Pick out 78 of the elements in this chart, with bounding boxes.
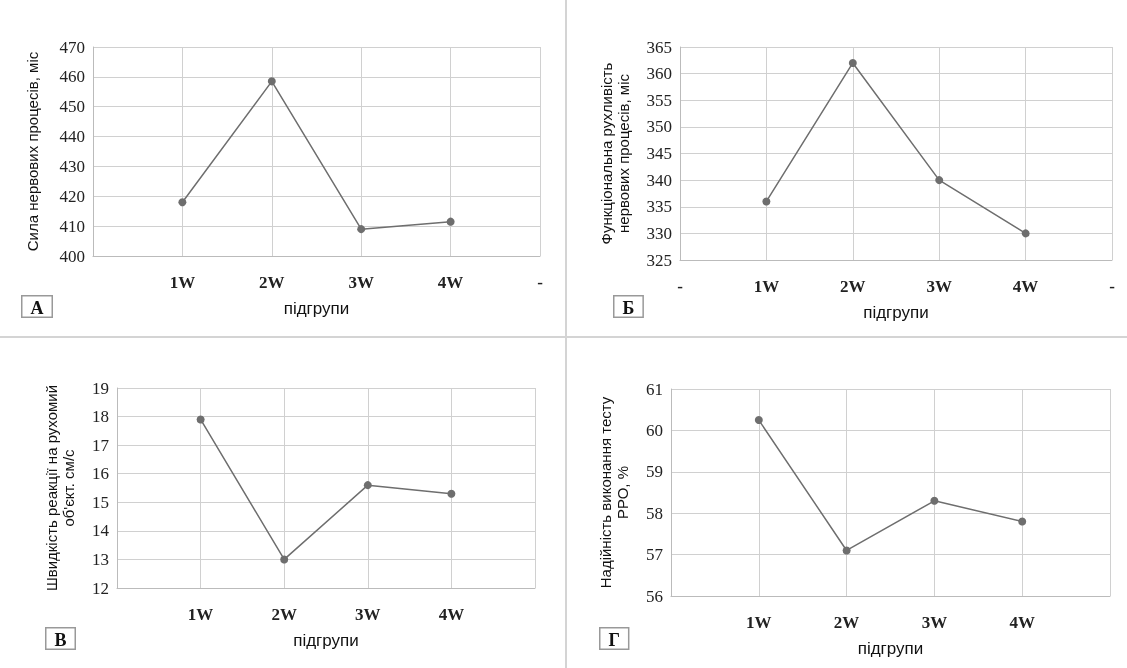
- y-axis-title: Функціональна рухливість нервових процесів, міс: [598, 62, 632, 245]
- point: [357, 225, 366, 234]
- x-tick-label: 3W: [355, 605, 381, 624]
- point: [848, 58, 857, 67]
- x-tick-label: 4W: [438, 605, 465, 624]
- y-tick-label: 350: [646, 117, 672, 137]
- x-tick-label: 1W: [187, 605, 214, 624]
- y-tick-label: 345: [646, 144, 672, 163]
- x-tick-label: -: [1109, 277, 1116, 296]
- text: Б: [622, 297, 635, 318]
- y-tick-label: 420: [59, 186, 85, 206]
- point: [446, 217, 455, 226]
- point: [363, 481, 372, 490]
- y-tick-label: 355: [646, 90, 672, 110]
- point: [930, 496, 939, 505]
- x-tick-label: -: [537, 273, 544, 292]
- y-tick-label: 470: [59, 37, 85, 57]
- y-tick-label: 460: [59, 67, 85, 87]
- point: [280, 555, 289, 564]
- y-tick-label: 14: [92, 521, 110, 541]
- x-axis-title: підгрупи: [293, 631, 359, 650]
- y-tick-label: 410: [59, 216, 85, 236]
- x-tick-label: 3W: [921, 613, 948, 632]
- y-tick-label: 365: [646, 37, 672, 57]
- y-tick-label: 16: [92, 464, 109, 484]
- y-axis-title: Надійність виконання тесту РРО, %: [597, 396, 631, 589]
- y-tick-label: 330: [646, 223, 672, 243]
- point: [1021, 229, 1030, 238]
- y-tick-label: 17: [92, 435, 110, 455]
- y-tick-label: 56: [646, 586, 663, 606]
- x-tick-label: 2W: [840, 277, 866, 296]
- y-tick-label: 450: [59, 97, 85, 117]
- y-tick-label: 61: [646, 379, 663, 399]
- x-tick-label: 1W: [746, 613, 772, 632]
- x-tick-label: 2W: [259, 273, 285, 292]
- y-tick-label: 57: [646, 545, 664, 565]
- y-tick-label: 60: [646, 420, 663, 440]
- y-axis-title: Сила нервових процесів, міс: [24, 51, 41, 252]
- x-axis-title: підгрупи: [863, 303, 929, 322]
- y-tick-label: 13: [92, 549, 109, 569]
- y-tick-label: 340: [646, 170, 672, 190]
- text: Г: [608, 629, 620, 650]
- point: [1018, 517, 1027, 526]
- x-tick-label: 1W: [169, 273, 196, 292]
- point: [762, 197, 771, 206]
- x-axis-title: підгрупи: [857, 639, 924, 658]
- x-tick-label: 3W: [926, 277, 952, 296]
- y-tick-label: 59: [646, 462, 663, 482]
- y-tick-label: 15: [92, 492, 109, 512]
- y-tick-label: 58: [646, 503, 663, 523]
- x-tick-label: -: [677, 277, 684, 296]
- point: [935, 176, 944, 185]
- text: А: [30, 297, 44, 318]
- x-tick-label: 1W: [753, 277, 780, 296]
- x-tick-label: 4W: [1009, 613, 1035, 632]
- y-tick-label: 19: [92, 378, 109, 398]
- y-tick-label: 18: [92, 407, 109, 427]
- point: [267, 77, 276, 86]
- x-tick-label: 3W: [348, 273, 374, 292]
- y-tick-label: 360: [646, 64, 672, 84]
- point: [447, 489, 456, 498]
- point: [842, 546, 851, 555]
- y-axis-title: Швидкість реакції на рухомий об'єкт. см/с: [43, 384, 77, 592]
- point: [754, 416, 763, 425]
- y-tick-label: 325: [646, 250, 672, 270]
- x-tick-label: 2W: [833, 613, 860, 632]
- y-tick-label: 12: [92, 578, 109, 598]
- x-tick-label: 4W: [437, 273, 464, 292]
- y-tick-label: 400: [59, 246, 85, 266]
- y-tick-label: 440: [59, 127, 85, 147]
- y-tick-label: 430: [59, 156, 85, 176]
- text: В: [54, 629, 67, 650]
- point: [196, 415, 205, 424]
- x-tick-label: 4W: [1012, 277, 1039, 296]
- x-axis-title: підгрупи: [283, 299, 350, 318]
- point: [178, 198, 187, 207]
- y-tick-label: 335: [646, 197, 672, 217]
- x-tick-label: 2W: [271, 605, 297, 624]
